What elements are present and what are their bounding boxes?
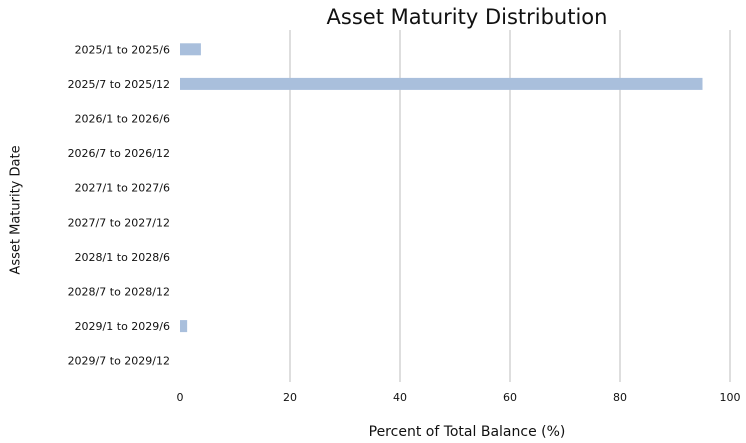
x-tick-label: 60 bbox=[503, 391, 517, 404]
y-tick-label: 2028/1 to 2028/6 bbox=[75, 251, 170, 264]
y-tick-label: 2029/7 to 2029/12 bbox=[68, 355, 170, 368]
x-tick-label: 0 bbox=[177, 391, 184, 404]
x-tick-label: 80 bbox=[613, 391, 627, 404]
y-tick-label: 2027/1 to 2027/6 bbox=[75, 182, 170, 195]
bar bbox=[180, 43, 201, 56]
bar bbox=[180, 320, 188, 333]
y-tick-label: 2026/1 to 2026/6 bbox=[75, 113, 170, 126]
x-axis-label: Percent of Total Balance (%) bbox=[369, 424, 566, 440]
y-tick-label: 2027/7 to 2027/12 bbox=[68, 216, 170, 229]
y-tick-label: 2025/1 to 2025/6 bbox=[75, 43, 170, 56]
y-tick-label: 2028/7 to 2028/12 bbox=[68, 286, 170, 299]
bar bbox=[180, 77, 703, 90]
y-tick-label: 2025/7 to 2025/12 bbox=[68, 78, 170, 91]
x-tick-label: 40 bbox=[393, 391, 407, 404]
x-tick-label: 20 bbox=[283, 391, 297, 404]
y-tick-label: 2029/1 to 2029/6 bbox=[75, 320, 170, 333]
y-tick-label: 2026/7 to 2026/12 bbox=[68, 147, 170, 160]
x-tick-label: 100 bbox=[720, 391, 741, 404]
y-axis-label: Asset Maturity Date bbox=[9, 145, 24, 274]
chart-title: Asset Maturity Distribution bbox=[327, 5, 608, 29]
